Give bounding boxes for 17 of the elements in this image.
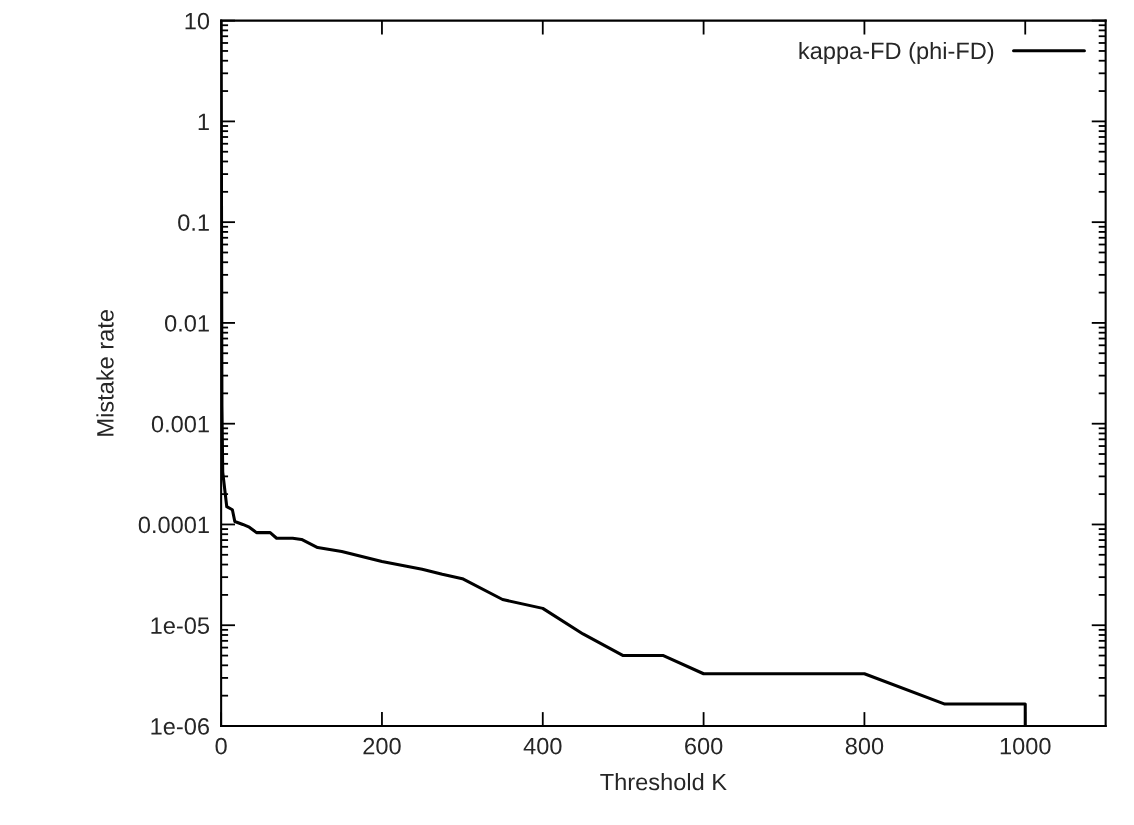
y-tick-label: 0.001: [151, 415, 209, 433]
x-tick-label: 1000: [1000, 737, 1051, 755]
x-tick-label: 200: [363, 737, 401, 755]
y-tick-label: 1e-06: [151, 718, 209, 735]
x-axis-title: Threshold K: [600, 773, 727, 791]
x-tick-label: 0: [215, 737, 227, 755]
y-tick-label: 0.0001: [138, 516, 209, 534]
x-tick-label: 800: [845, 737, 884, 755]
x-tick-label: 600: [685, 737, 723, 755]
y-tick-label: 0.1: [178, 214, 209, 231]
legend-label: kappa-FD (phi-FD): [799, 41, 994, 64]
y-tick-label: 0.01: [164, 315, 209, 332]
y-tick-label: 1e-05: [151, 617, 210, 635]
y-axis-title: Mistake rate: [96, 310, 114, 436]
y-tick-label: 10: [185, 12, 210, 30]
y-tick-label: 1: [198, 113, 209, 130]
x-tick-label: 400: [523, 737, 562, 755]
